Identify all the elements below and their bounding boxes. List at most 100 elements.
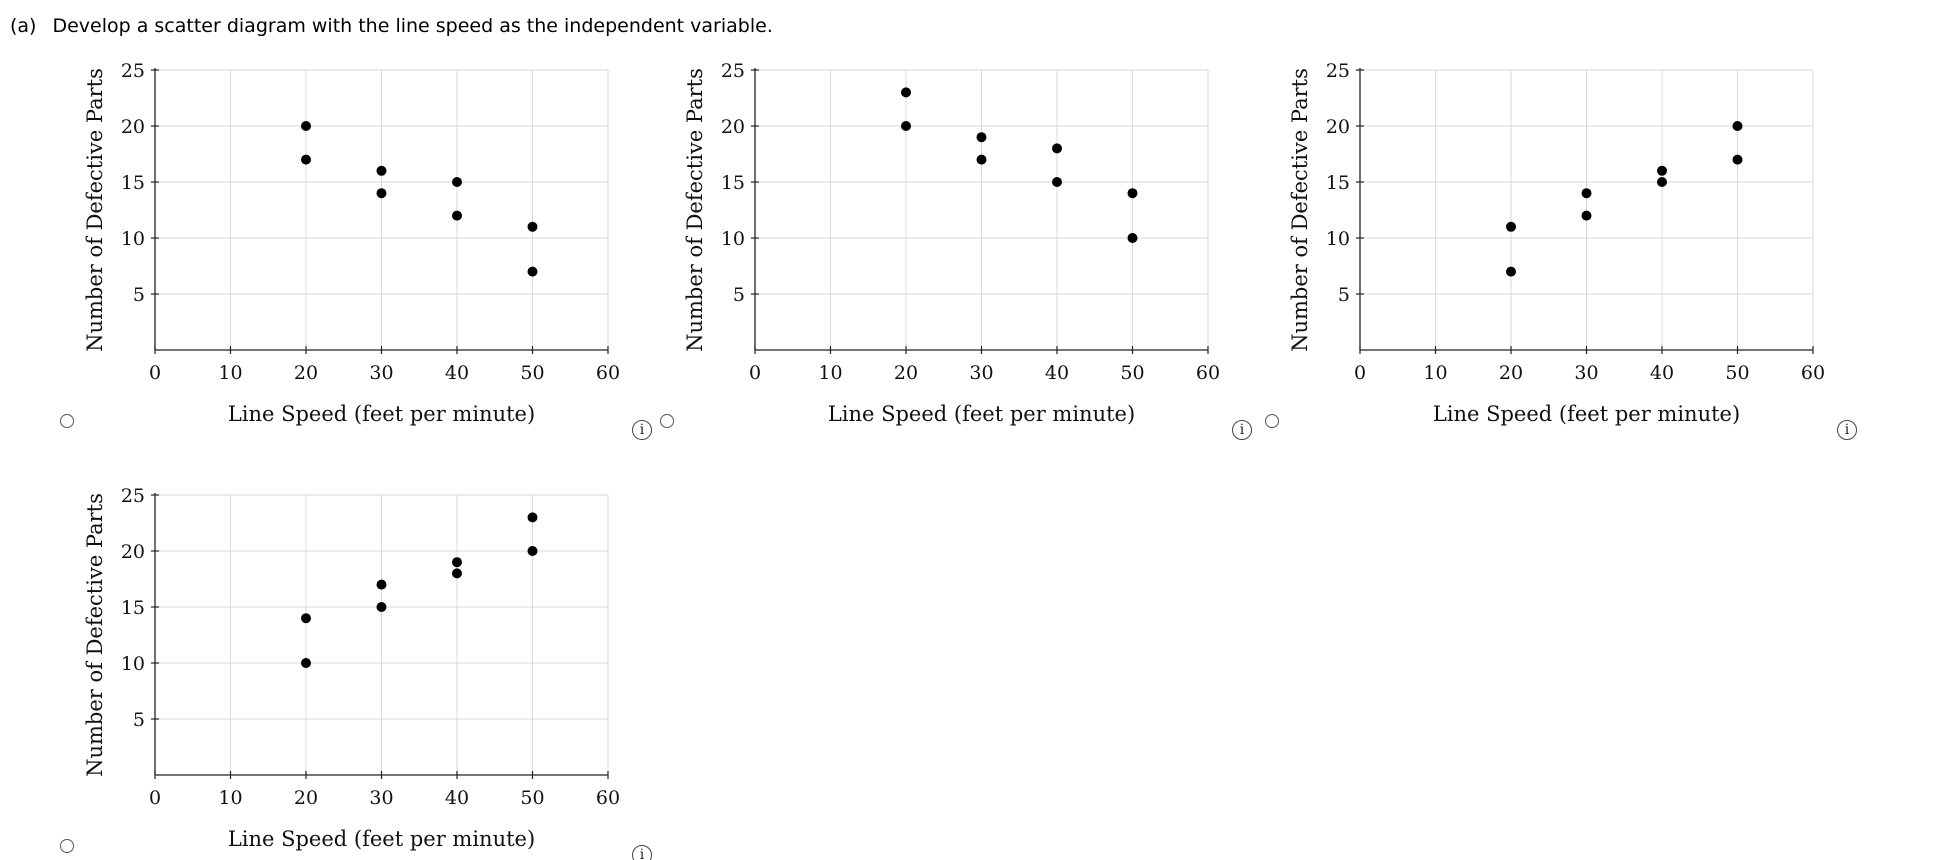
question-prompt: Develop a scatter diagram with the line … <box>52 15 773 37</box>
x-axis-title: Line Speed (feet per minute) <box>228 402 535 426</box>
x-axis-title: Line Speed (feet per minute) <box>228 827 535 851</box>
answer-option-3: 0 10 20 30 40 50 60 5 10 15 20 25 Line Speed (feet p… <box>1205 48 1857 468</box>
scatter-point <box>976 132 987 143</box>
x-tick-label: 0 <box>749 362 761 384</box>
x-tick-label: 50 <box>1725 362 1749 384</box>
x-tick-label: 20 <box>294 362 318 384</box>
y-tick-label: 10 <box>1326 228 1350 250</box>
scatter-point <box>527 221 538 232</box>
scatter-point <box>1732 154 1743 165</box>
y-tick-label: 15 <box>121 597 145 619</box>
y-tick-label: 20 <box>1326 116 1350 138</box>
option-3-scatter-chart: 0 10 20 30 40 50 60 5 10 15 20 25 Line Speed (feet p… <box>1288 60 1825 426</box>
x-tick-label: 40 <box>1045 362 1069 384</box>
x-tick-label: 60 <box>1801 362 1825 384</box>
x-tick-label: 30 <box>969 362 993 384</box>
y-tick-label: 10 <box>721 228 745 250</box>
x-tick-label: 10 <box>218 787 242 809</box>
x-tick-label: 50 <box>520 787 544 809</box>
y-axis-title: Number of Defective Parts <box>683 68 707 352</box>
x-tick-label: 60 <box>596 787 620 809</box>
option-4-scatter-chart: 0 10 20 30 40 50 60 5 10 15 20 25 Line Speed (feet p… <box>83 485 620 851</box>
scatter-point <box>1657 165 1667 176</box>
scatter-point <box>976 154 987 165</box>
answer-option-2: 0 10 20 30 40 50 60 5 10 15 20 25 Line Speed (feet p… <box>600 48 1252 468</box>
scatter-point <box>301 121 311 131</box>
scatter-point <box>452 210 462 221</box>
y-tick-label: 15 <box>721 172 745 194</box>
x-tick-label: 30 <box>1574 362 1598 384</box>
option-1-radio[interactable] <box>60 414 74 428</box>
y-tick-label: 25 <box>1326 60 1350 82</box>
scatter-point <box>1581 188 1592 199</box>
x-tick-label: 40 <box>1650 362 1674 384</box>
y-tick-label: 15 <box>121 172 145 194</box>
scatter-point <box>527 266 538 277</box>
answer-option-1: 0 10 20 30 40 50 60 5 10 15 20 25 Line Speed (feet p… <box>0 48 652 468</box>
question-part-label: (a) <box>10 15 37 37</box>
scatter-point <box>376 165 387 176</box>
y-tick-label: 25 <box>721 60 745 82</box>
x-tick-label: 20 <box>1499 362 1523 384</box>
scatter-point <box>1506 221 1516 232</box>
scatter-point <box>452 557 462 568</box>
scatter-point <box>1052 143 1062 154</box>
x-axis-title: Line Speed (feet per minute) <box>1433 402 1740 426</box>
scatter-point <box>527 512 538 523</box>
x-tick-label: 0 <box>149 362 161 384</box>
y-tick-label: 25 <box>121 485 145 507</box>
option-1-info-icon[interactable]: i <box>632 420 652 440</box>
scatter-point <box>1052 177 1062 187</box>
y-tick-label: 5 <box>733 284 745 306</box>
scatter-point <box>1127 233 1138 243</box>
x-axis-title: Line Speed (feet per minute) <box>828 402 1135 426</box>
answer-option-4: 0 10 20 30 40 50 60 5 10 15 20 25 Line Speed (feet p… <box>0 473 652 860</box>
y-tick-label: 5 <box>1338 284 1350 306</box>
scatter-point <box>1127 188 1138 199</box>
scatter-point <box>1732 121 1743 131</box>
scatter-point <box>301 658 311 668</box>
y-axis-title: Number of Defective Parts <box>1288 68 1312 352</box>
x-tick-label: 50 <box>1120 362 1144 384</box>
y-tick-label: 5 <box>133 284 145 306</box>
x-tick-label: 40 <box>445 787 469 809</box>
y-tick-label: 20 <box>121 116 145 138</box>
option-2-info-icon[interactable]: i <box>1232 420 1252 440</box>
x-tick-label: 20 <box>894 362 918 384</box>
scatter-point <box>301 154 311 165</box>
x-tick-label: 10 <box>218 362 242 384</box>
y-tick-label: 25 <box>121 60 145 82</box>
option-4-info-icon[interactable]: i <box>632 845 652 860</box>
y-tick-label: 10 <box>121 228 145 250</box>
x-tick-label: 60 <box>596 362 620 384</box>
x-tick-label: 10 <box>1423 362 1447 384</box>
scatter-point <box>452 568 462 579</box>
scatter-point <box>1581 210 1592 221</box>
scatter-point <box>452 177 462 187</box>
scatter-point <box>1657 177 1667 187</box>
x-tick-label: 30 <box>369 787 393 809</box>
x-tick-label: 60 <box>1196 362 1220 384</box>
y-tick-label: 10 <box>121 653 145 675</box>
x-tick-label: 50 <box>520 362 544 384</box>
question-text: (a) Develop a scatter diagram with the li… <box>10 15 773 37</box>
scatter-point <box>901 121 911 131</box>
option-3-radio[interactable] <box>1265 414 1279 428</box>
x-tick-label: 30 <box>369 362 393 384</box>
scatter-point <box>527 546 538 556</box>
option-4-radio[interactable] <box>60 839 74 853</box>
y-axis-title: Number of Defective Parts <box>83 68 107 352</box>
scatter-point <box>901 87 911 98</box>
scatter-point <box>376 188 387 199</box>
y-axis-title: Number of Defective Parts <box>83 493 107 777</box>
y-tick-label: 20 <box>721 116 745 138</box>
y-tick-label: 15 <box>1326 172 1350 194</box>
y-tick-label: 20 <box>121 541 145 563</box>
x-tick-label: 0 <box>149 787 161 809</box>
option-3-info-icon[interactable]: i <box>1837 420 1857 440</box>
scatter-point <box>376 602 387 612</box>
scatter-point <box>1506 266 1516 277</box>
option-2-radio[interactable] <box>660 414 674 428</box>
y-tick-label: 5 <box>133 709 145 731</box>
option-2-scatter-chart: 0 10 20 30 40 50 60 5 10 15 20 25 Line Speed (feet p… <box>683 60 1220 426</box>
